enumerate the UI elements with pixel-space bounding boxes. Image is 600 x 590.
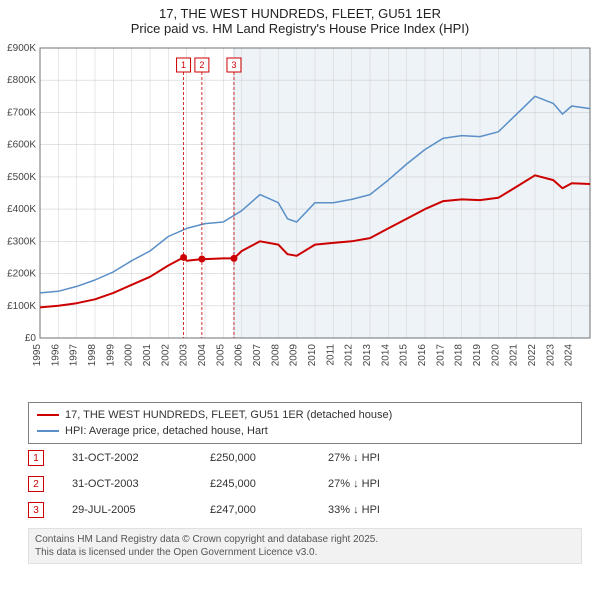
svg-text:2016: 2016 [417, 344, 428, 367]
marker-delta-1: 27% ↓ HPI [328, 452, 428, 464]
chart-title-block: 17, THE WEST HUNDREDS, FLEET, GU51 1ER P… [0, 0, 600, 38]
svg-text:2009: 2009 [289, 344, 300, 367]
svg-text:1999: 1999 [105, 344, 116, 367]
footer-line2: This data is licensed under the Open Gov… [35, 546, 575, 559]
svg-text:2017: 2017 [435, 344, 446, 367]
svg-text:2018: 2018 [454, 344, 465, 367]
marker-badge-2: 2 [28, 476, 44, 492]
svg-text:2014: 2014 [380, 344, 391, 367]
chart-title-line1: 17, THE WEST HUNDREDS, FLEET, GU51 1ER [10, 6, 590, 21]
page-container: 17, THE WEST HUNDREDS, FLEET, GU51 1ER P… [0, 0, 600, 590]
svg-text:2005: 2005 [215, 344, 226, 367]
footer-line1: Contains HM Land Registry data © Crown c… [35, 533, 575, 546]
svg-text:2019: 2019 [472, 344, 483, 367]
svg-text:£0: £0 [25, 333, 37, 344]
marker-date-3: 29-JUL-2005 [72, 504, 182, 516]
legend-label-price-paid: 17, THE WEST HUNDREDS, FLEET, GU51 1ER (… [65, 409, 392, 421]
marker-date-1: 31-OCT-2002 [72, 452, 182, 464]
legend-swatch-price-paid [37, 414, 59, 416]
svg-text:2015: 2015 [399, 344, 410, 367]
legend-item-price-paid: 17, THE WEST HUNDREDS, FLEET, GU51 1ER (… [37, 407, 573, 423]
legend-box: 17, THE WEST HUNDREDS, FLEET, GU51 1ER (… [28, 402, 582, 444]
svg-text:£600K: £600K [7, 140, 36, 151]
marker-date-2: 31-OCT-2003 [72, 478, 182, 490]
price-chart-svg: £0 £100K £200K £300K £400K £500K £600K £700K £80… [0, 38, 600, 398]
svg-text:£200K: £200K [7, 269, 36, 280]
svg-text:2021: 2021 [509, 344, 520, 367]
svg-text:2012: 2012 [344, 344, 355, 367]
marker-delta-3: 33% ↓ HPI [328, 504, 428, 516]
svg-text:2003: 2003 [179, 344, 190, 367]
chart-title-line2: Price paid vs. HM Land Registry's House … [10, 21, 590, 36]
svg-text:2010: 2010 [307, 344, 318, 367]
svg-text:£800K: £800K [7, 75, 36, 86]
svg-text:2022: 2022 [527, 344, 538, 367]
svg-text:1998: 1998 [87, 344, 98, 367]
svg-text:£500K: £500K [7, 172, 36, 183]
svg-text:2: 2 [199, 60, 204, 70]
svg-text:2013: 2013 [362, 344, 373, 367]
svg-text:2006: 2006 [234, 344, 245, 367]
svg-text:1995: 1995 [32, 344, 43, 367]
legend-label-hpi: HPI: Average price, detached house, Hart [65, 425, 268, 437]
marker-badge-3: 3 [28, 502, 44, 518]
footer-attribution: Contains HM Land Registry data © Crown c… [28, 528, 582, 564]
svg-text:£900K: £900K [7, 43, 36, 54]
marker-price-2: £245,000 [210, 478, 300, 490]
svg-text:2023: 2023 [545, 344, 556, 367]
svg-text:2008: 2008 [270, 344, 281, 367]
sale-markers-table: 1 31-OCT-2002 £250,000 27% ↓ HPI 2 31-OC… [28, 450, 582, 518]
svg-text:2024: 2024 [564, 344, 575, 367]
svg-text:1997: 1997 [69, 344, 80, 367]
svg-text:1996: 1996 [50, 344, 61, 367]
svg-text:£400K: £400K [7, 204, 36, 215]
legend-swatch-hpi [37, 430, 59, 432]
marker-delta-2: 27% ↓ HPI [328, 478, 428, 490]
svg-text:2002: 2002 [160, 344, 171, 367]
marker-row-1: 1 31-OCT-2002 £250,000 27% ↓ HPI [28, 450, 582, 466]
svg-text:2001: 2001 [142, 344, 153, 367]
svg-text:3: 3 [231, 60, 236, 70]
svg-text:£300K: £300K [7, 236, 36, 247]
legend-item-hpi: HPI: Average price, detached house, Hart [37, 423, 573, 439]
marker-row-3: 3 29-JUL-2005 £247,000 33% ↓ HPI [28, 502, 582, 518]
marker-price-3: £247,000 [210, 504, 300, 516]
svg-text:2011: 2011 [325, 344, 336, 366]
marker-price-1: £250,000 [210, 452, 300, 464]
svg-text:1: 1 [181, 60, 186, 70]
marker-row-2: 2 31-OCT-2003 £245,000 27% ↓ HPI [28, 476, 582, 492]
svg-text:2004: 2004 [197, 344, 208, 367]
svg-text:£100K: £100K [7, 301, 36, 312]
svg-text:2000: 2000 [124, 344, 135, 367]
svg-text:2007: 2007 [252, 344, 263, 367]
chart-area: £0 £100K £200K £300K £400K £500K £600K £700K £80… [0, 38, 600, 398]
svg-text:£700K: £700K [7, 107, 36, 118]
marker-badge-1: 1 [28, 450, 44, 466]
svg-text:2020: 2020 [490, 344, 501, 367]
